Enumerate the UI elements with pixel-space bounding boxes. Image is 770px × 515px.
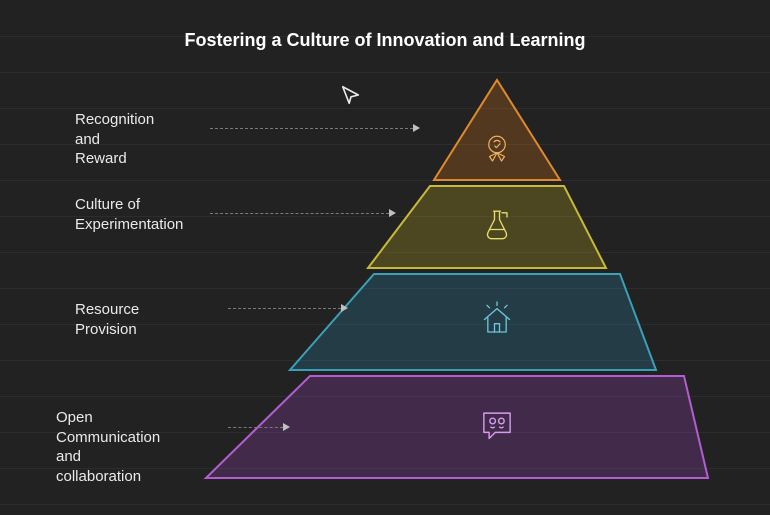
house-icon (477, 300, 517, 345)
pyramid-tier-recognition (432, 80, 562, 180)
chat-icon (476, 404, 518, 451)
award-icon (479, 130, 515, 171)
arrow-experimentation (210, 213, 389, 214)
arrow-communication (228, 427, 283, 428)
pyramid-tier-experimentation (366, 186, 608, 268)
pyramid-tier-resource (288, 274, 658, 370)
arrow-recognition (210, 128, 413, 129)
page-title: Fostering a Culture of Innovation and Le… (0, 30, 770, 51)
flask-icon (477, 205, 517, 250)
arrow-head-communication (283, 423, 290, 431)
tier-label-resource: Resource Provision (75, 300, 139, 339)
arrow-head-recognition (413, 124, 420, 132)
cursor-icon (340, 84, 362, 111)
arrow-resource (228, 308, 341, 309)
tier-label-recognition: Recognition and Reward (75, 110, 154, 169)
tier-label-experimentation: Culture of Experimentation (75, 195, 183, 234)
arrow-head-resource (341, 304, 348, 312)
tier-label-communication: Open Communication and collaboration (56, 408, 160, 486)
arrow-head-experimentation (389, 209, 396, 217)
